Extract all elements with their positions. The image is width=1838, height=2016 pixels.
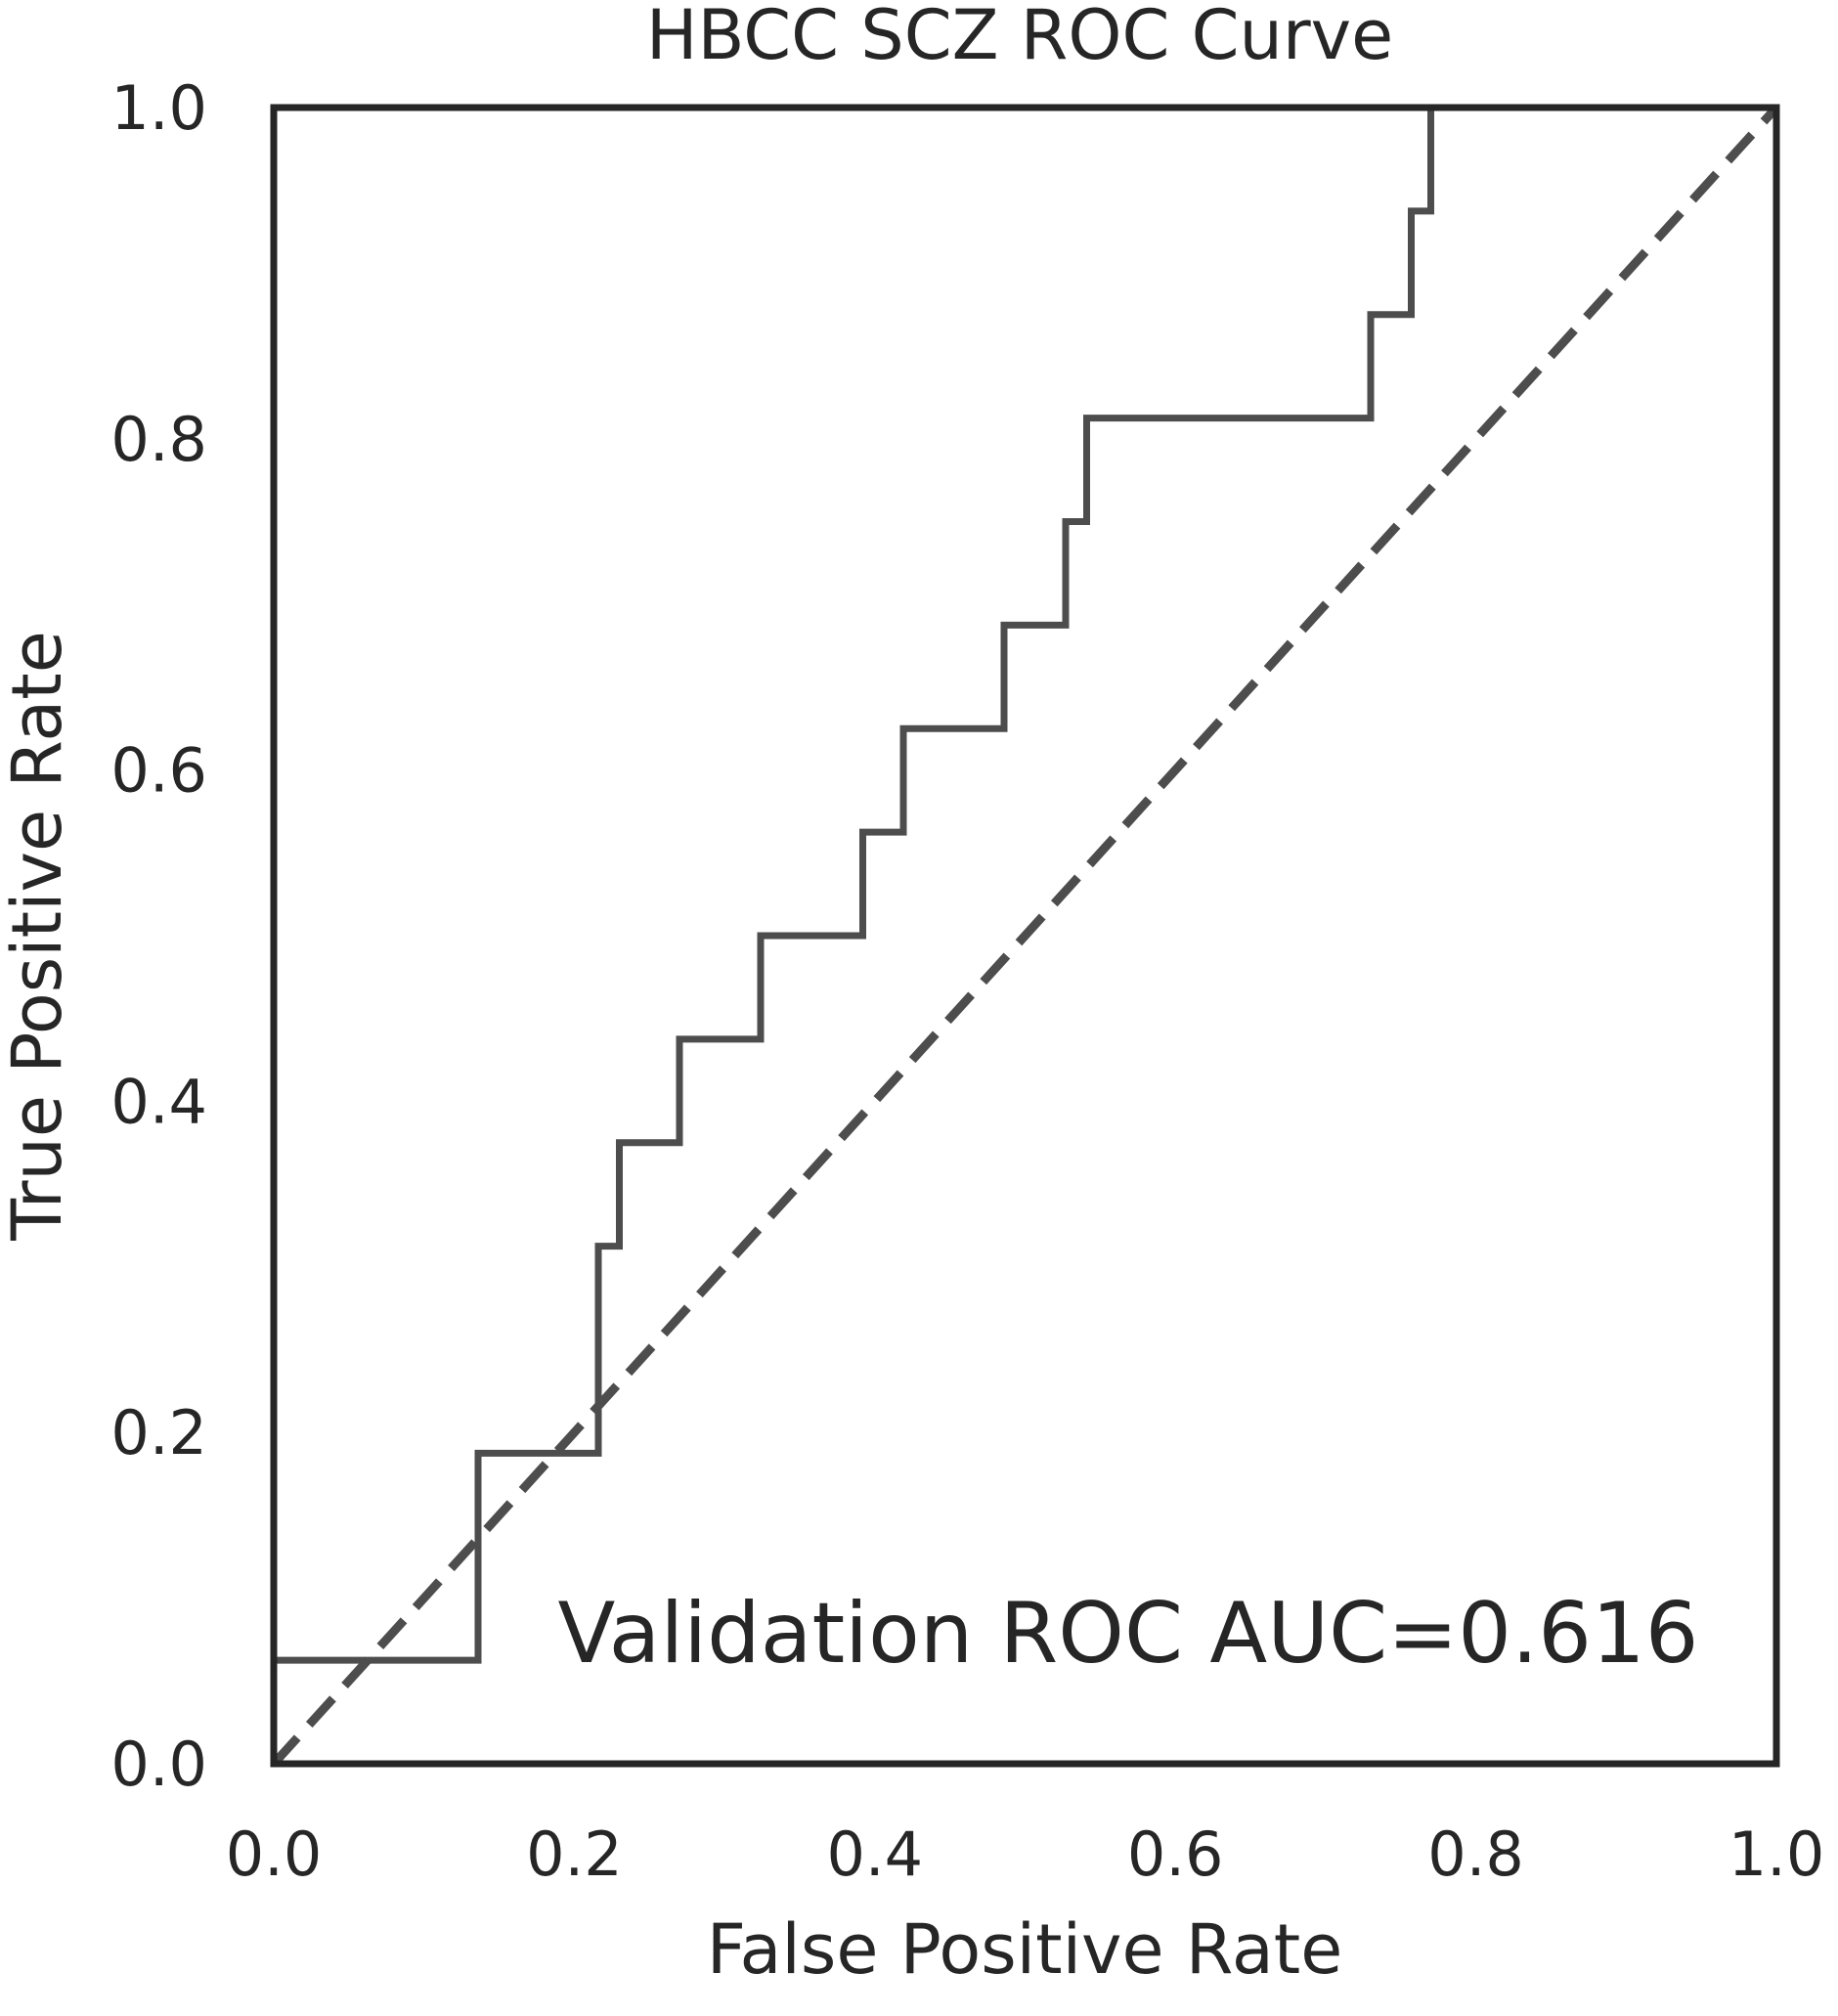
x-tick-labels: 0.0 0.2 0.4 0.6 0.8 1.0 (226, 1819, 1825, 1890)
x-tick-label: 0.0 (226, 1819, 323, 1890)
x-tick-label: 0.8 (1427, 1819, 1524, 1890)
y-tick-label: 1.0 (110, 72, 207, 144)
y-axis-label: True Positive Rate (0, 631, 77, 1242)
y-tick-label: 0.0 (110, 1729, 207, 1800)
y-tick-label: 0.4 (110, 1066, 207, 1137)
y-tick-label: 0.2 (110, 1397, 207, 1468)
y-tick-label: 0.6 (110, 735, 207, 807)
auc-annotation: Validation ROC AUC=0.616 (558, 1585, 1699, 1683)
x-tick-label: 0.4 (826, 1819, 923, 1890)
x-axis-label: False Positive Rate (707, 1909, 1343, 1990)
x-tick-label: 0.2 (526, 1819, 623, 1890)
y-tick-labels: 0.0 0.2 0.4 0.6 0.8 1.0 (110, 72, 207, 1800)
x-tick-label: 0.6 (1127, 1819, 1224, 1890)
roc-curve-line (270, 108, 1434, 1764)
chance-diagonal-line (270, 104, 1780, 1768)
x-tick-label: 1.0 (1729, 1819, 1825, 1890)
chart-title: HBCC SCZ ROC Curve (646, 0, 1393, 75)
y-tick-label: 0.8 (110, 404, 207, 475)
plot-frame (270, 104, 1780, 1768)
